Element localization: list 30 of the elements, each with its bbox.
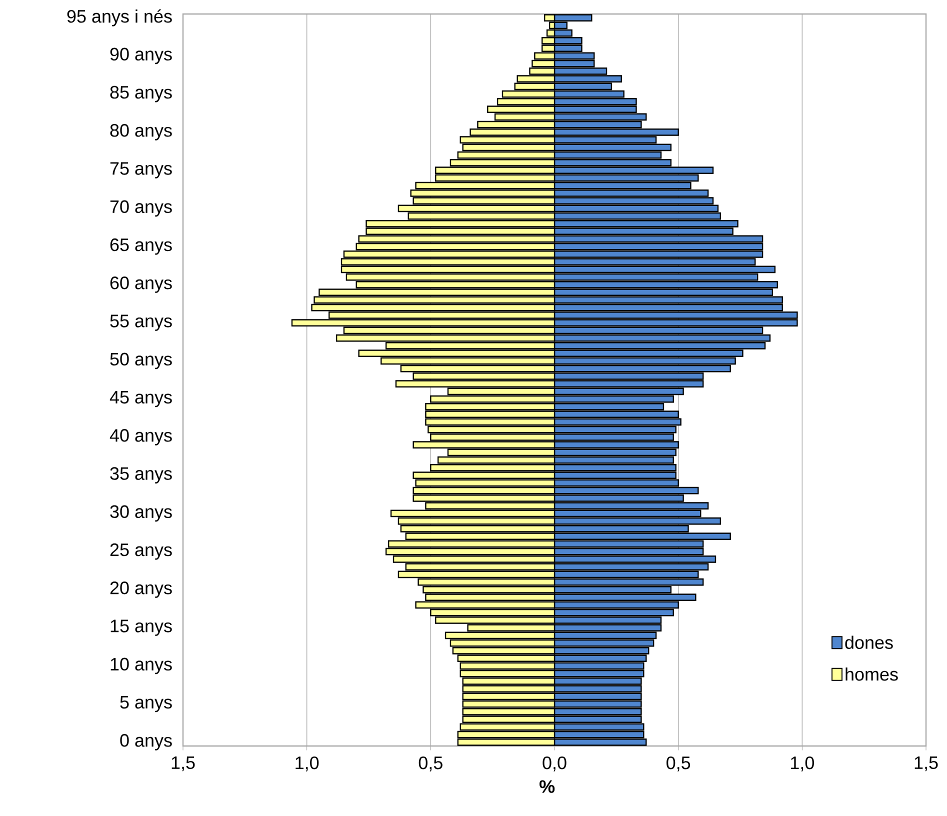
y-tick-label: 65 anys [110, 238, 172, 255]
x-tick-label: 1,0 [296, 756, 319, 772]
x-tick-label: 0,0 [542, 756, 566, 772]
x-tick-label: 0,5 [418, 756, 442, 772]
y-tick-label: 70 anys [110, 200, 172, 217]
y-tick-label: 10 anys [110, 658, 172, 674]
x-tick-label: 0,5 [666, 756, 690, 772]
y-tick-label: 25 anys [110, 543, 172, 560]
y-tick-label: 20 anys [110, 582, 172, 598]
y-tick-label: 5 anys [120, 696, 172, 712]
x-tick-label: 1,5 [914, 756, 938, 772]
y-tick-label: 90 anys [110, 48, 172, 64]
legend-label: homes [846, 668, 898, 681]
y-tick-label: 50 anys [110, 352, 172, 370]
y-tick-label: 35 anys [110, 467, 172, 484]
x-tick-label: 1,5 [172, 756, 195, 772]
x-tick-label: 1,0 [791, 756, 814, 772]
y-tick-label: 45 anys [110, 391, 172, 408]
y-tick-label: 40 anys [110, 429, 172, 446]
y-tick-label: 15 anys [110, 620, 172, 636]
y-tick-label: 55 anys [110, 314, 172, 331]
y-tick-label: 0 anys [120, 734, 172, 750]
y-tick-label: 75 anys [110, 162, 172, 178]
y-tick-label: 85 anys [110, 86, 172, 102]
y-tick-label: 95 anys i nés [67, 9, 172, 26]
legend-label: dones [845, 636, 893, 649]
y-tick-label: 80 anys [110, 124, 172, 140]
y-tick-label: 60 anys [110, 276, 172, 293]
x-axis-title: % [540, 780, 555, 793]
y-tick-label: 30 anys [110, 505, 172, 522]
